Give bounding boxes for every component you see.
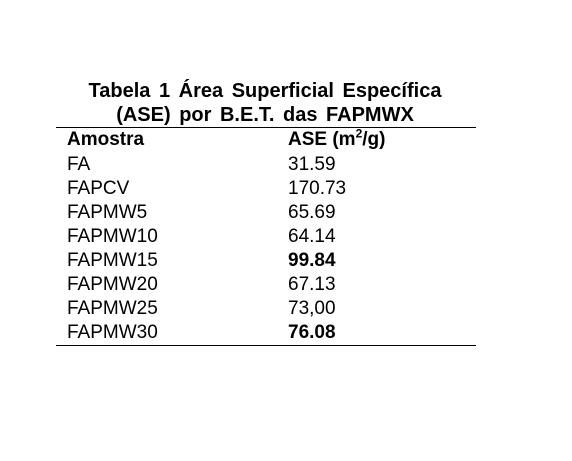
ase-table: Amostra ASE (m2/g) FA 31.59 FAPCV 170.73… (56, 127, 476, 346)
sample-cell: FAPCV (67, 177, 129, 201)
table-bottom-rule (56, 345, 476, 346)
sample-cell: FAPMW25 (67, 297, 158, 321)
ase-cell: 67.13 (288, 273, 336, 297)
sample-cell: FAPMW5 (67, 201, 147, 225)
sample-cell: FA (67, 153, 90, 177)
table-row: FAPMW30 76.08 (56, 321, 476, 345)
caption-line-1: Tabela 1 Área Superficial Específica (56, 79, 474, 103)
sample-cell: FAPMW20 (67, 273, 158, 297)
ase-cell: 31.59 (288, 153, 336, 177)
table-caption: Tabela 1 Área Superficial Específica (AS… (56, 79, 474, 127)
header-ase-suffix: /g) (362, 129, 385, 150)
ase-cell: 170.73 (288, 177, 346, 201)
ase-cell: 64.14 (288, 225, 336, 249)
table-row: FAPMW10 64.14 (56, 225, 476, 249)
ase-cell: 73,00 (288, 297, 336, 321)
ase-cell: 65.69 (288, 201, 336, 225)
table-row: FAPMW20 67.13 (56, 273, 476, 297)
sample-cell: FAPMW30 (67, 321, 158, 345)
ase-cell: 99.84 (288, 249, 336, 273)
caption-line-2: (ASE) por B.E.T. das FAPMWX (56, 103, 474, 127)
table-row: FAPMW25 73,00 (56, 297, 476, 321)
table-row: FAPCV 170.73 (56, 177, 476, 201)
table-header-row: Amostra ASE (m2/g) (56, 128, 476, 153)
ase-cell: 76.08 (288, 321, 336, 345)
header-ase-prefix: ASE (m (288, 129, 356, 150)
table-row: FAPMW5 65.69 (56, 201, 476, 225)
sample-cell: FAPMW15 (67, 249, 158, 273)
header-sample: Amostra (67, 128, 144, 152)
header-ase: ASE (m2/g) (288, 128, 385, 152)
sample-cell: FAPMW10 (67, 225, 158, 249)
table-row: FA 31.59 (56, 153, 476, 177)
table-row: FAPMW15 99.84 (56, 249, 476, 273)
